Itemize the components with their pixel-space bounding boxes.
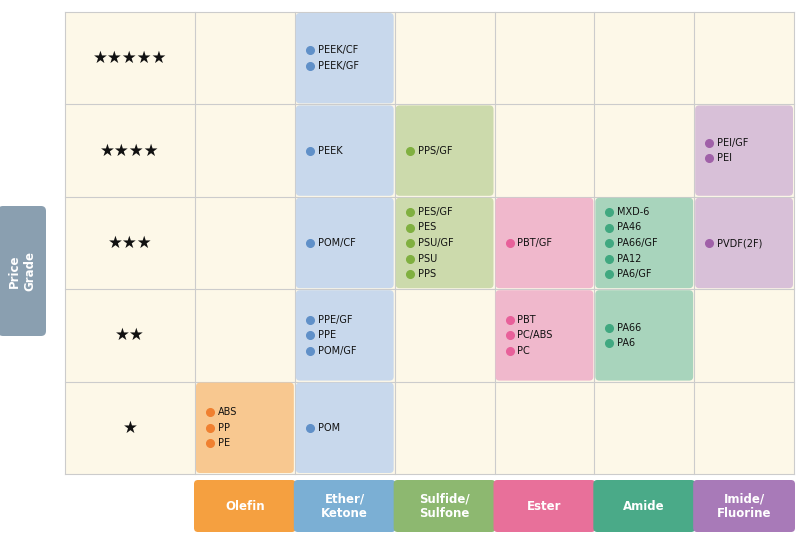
FancyBboxPatch shape [296, 290, 394, 380]
FancyBboxPatch shape [196, 383, 294, 473]
Text: PP: PP [218, 423, 230, 433]
Text: PEEK: PEEK [318, 146, 343, 156]
FancyBboxPatch shape [495, 290, 594, 380]
Text: PVDF(2F): PVDF(2F) [718, 238, 762, 248]
Text: PPS/GF: PPS/GF [418, 146, 452, 156]
Text: PEI/GF: PEI/GF [718, 138, 749, 148]
Text: ★★★★★: ★★★★★ [93, 49, 167, 67]
FancyBboxPatch shape [595, 198, 694, 288]
Text: PC: PC [518, 346, 531, 356]
Text: PSU: PSU [418, 254, 437, 263]
Text: POM: POM [318, 423, 340, 433]
Text: ★★★★: ★★★★ [100, 141, 160, 159]
FancyBboxPatch shape [296, 198, 394, 288]
Text: PC/ABS: PC/ABS [518, 331, 553, 340]
Bar [65, 105, 794, 197]
Bar [65, 289, 794, 382]
Text: Sulfide/
Sulfone: Sulfide/ Sulfone [419, 492, 470, 520]
Text: PES/GF: PES/GF [418, 207, 452, 217]
FancyBboxPatch shape [296, 13, 394, 104]
FancyBboxPatch shape [695, 198, 793, 288]
Text: PEI: PEI [718, 153, 732, 163]
Text: PA6/GF: PA6/GF [618, 269, 652, 279]
FancyBboxPatch shape [294, 480, 396, 532]
FancyBboxPatch shape [495, 198, 594, 288]
Text: Price
Grade: Price Grade [8, 251, 36, 291]
FancyBboxPatch shape [396, 105, 494, 196]
Text: PA12: PA12 [618, 254, 642, 263]
FancyBboxPatch shape [595, 290, 694, 380]
FancyBboxPatch shape [296, 105, 394, 196]
Text: Amide: Amide [623, 500, 665, 513]
FancyBboxPatch shape [296, 383, 394, 473]
Text: ★★: ★★ [115, 326, 145, 344]
Text: ★: ★ [122, 419, 137, 437]
Text: PPE/GF: PPE/GF [318, 315, 352, 325]
FancyBboxPatch shape [0, 206, 46, 336]
Text: PA66/GF: PA66/GF [618, 238, 658, 248]
Text: MXD-6: MXD-6 [618, 207, 650, 217]
Text: Olefin: Olefin [225, 500, 264, 513]
Text: PE: PE [218, 438, 230, 448]
Text: PEEK/CF: PEEK/CF [318, 46, 358, 55]
Text: PPS: PPS [418, 269, 435, 279]
Bar [65, 197, 794, 289]
Bar [65, 12, 794, 105]
Text: Ester: Ester [527, 500, 562, 513]
FancyBboxPatch shape [594, 480, 695, 532]
Text: PPE: PPE [318, 331, 336, 340]
Text: ABS: ABS [218, 407, 237, 417]
Text: PA66: PA66 [618, 322, 642, 333]
Text: POM/GF: POM/GF [318, 346, 356, 356]
Text: PES: PES [418, 223, 436, 233]
FancyBboxPatch shape [694, 480, 795, 532]
Text: ★★★: ★★★ [108, 234, 153, 252]
Text: PEEK/GF: PEEK/GF [318, 61, 359, 71]
FancyBboxPatch shape [695, 105, 793, 196]
FancyBboxPatch shape [396, 198, 494, 288]
FancyBboxPatch shape [494, 480, 595, 532]
FancyBboxPatch shape [194, 480, 296, 532]
Text: Imide/
Fluorine: Imide/ Fluorine [717, 492, 771, 520]
Text: PBT: PBT [518, 315, 536, 325]
Text: Ether/
Ketone: Ether/ Ketone [321, 492, 368, 520]
Text: PSU/GF: PSU/GF [418, 238, 453, 248]
Text: POM/CF: POM/CF [318, 238, 356, 248]
FancyBboxPatch shape [394, 480, 495, 532]
Text: PA6: PA6 [618, 338, 635, 348]
Text: PBT/GF: PBT/GF [518, 238, 552, 248]
Text: PA46: PA46 [618, 223, 642, 233]
Bar [65, 382, 794, 474]
